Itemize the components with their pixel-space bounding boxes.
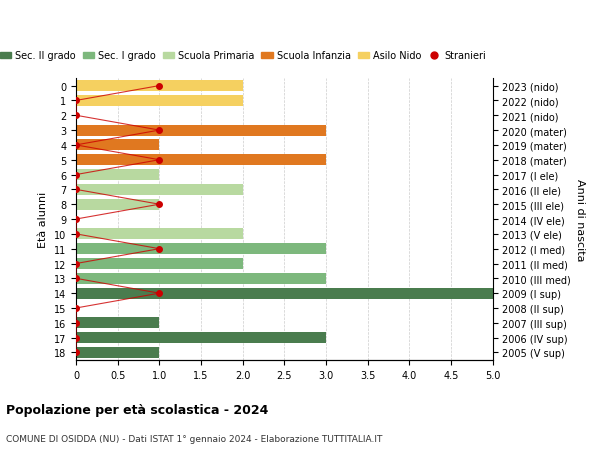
Bar bbox=[76, 155, 326, 166]
Bar bbox=[76, 258, 242, 269]
Text: COMUNE DI OSIDDA (NU) - Dati ISTAT 1° gennaio 2024 - Elaborazione TUTTITALIA.IT: COMUNE DI OSIDDA (NU) - Dati ISTAT 1° ge… bbox=[6, 434, 382, 442]
Text: Popolazione per età scolastica - 2024: Popolazione per età scolastica - 2024 bbox=[6, 403, 268, 416]
Y-axis label: Età alunni: Età alunni bbox=[38, 191, 49, 247]
Bar bbox=[76, 81, 242, 92]
Legend: Sec. II grado, Sec. I grado, Scuola Primaria, Scuola Infanzia, Asilo Nido, Stran: Sec. II grado, Sec. I grado, Scuola Prim… bbox=[0, 47, 490, 65]
Bar bbox=[76, 288, 493, 299]
Bar bbox=[76, 318, 160, 329]
Bar bbox=[76, 347, 160, 358]
Bar bbox=[76, 229, 242, 240]
Bar bbox=[76, 140, 160, 151]
Bar bbox=[76, 332, 326, 343]
Bar bbox=[76, 199, 160, 210]
Bar bbox=[76, 170, 160, 181]
Bar bbox=[76, 95, 242, 107]
Bar bbox=[76, 244, 326, 255]
Bar bbox=[76, 185, 242, 196]
Bar bbox=[76, 125, 326, 136]
Y-axis label: Anni di nascita: Anni di nascita bbox=[575, 179, 585, 261]
Bar bbox=[76, 273, 326, 284]
